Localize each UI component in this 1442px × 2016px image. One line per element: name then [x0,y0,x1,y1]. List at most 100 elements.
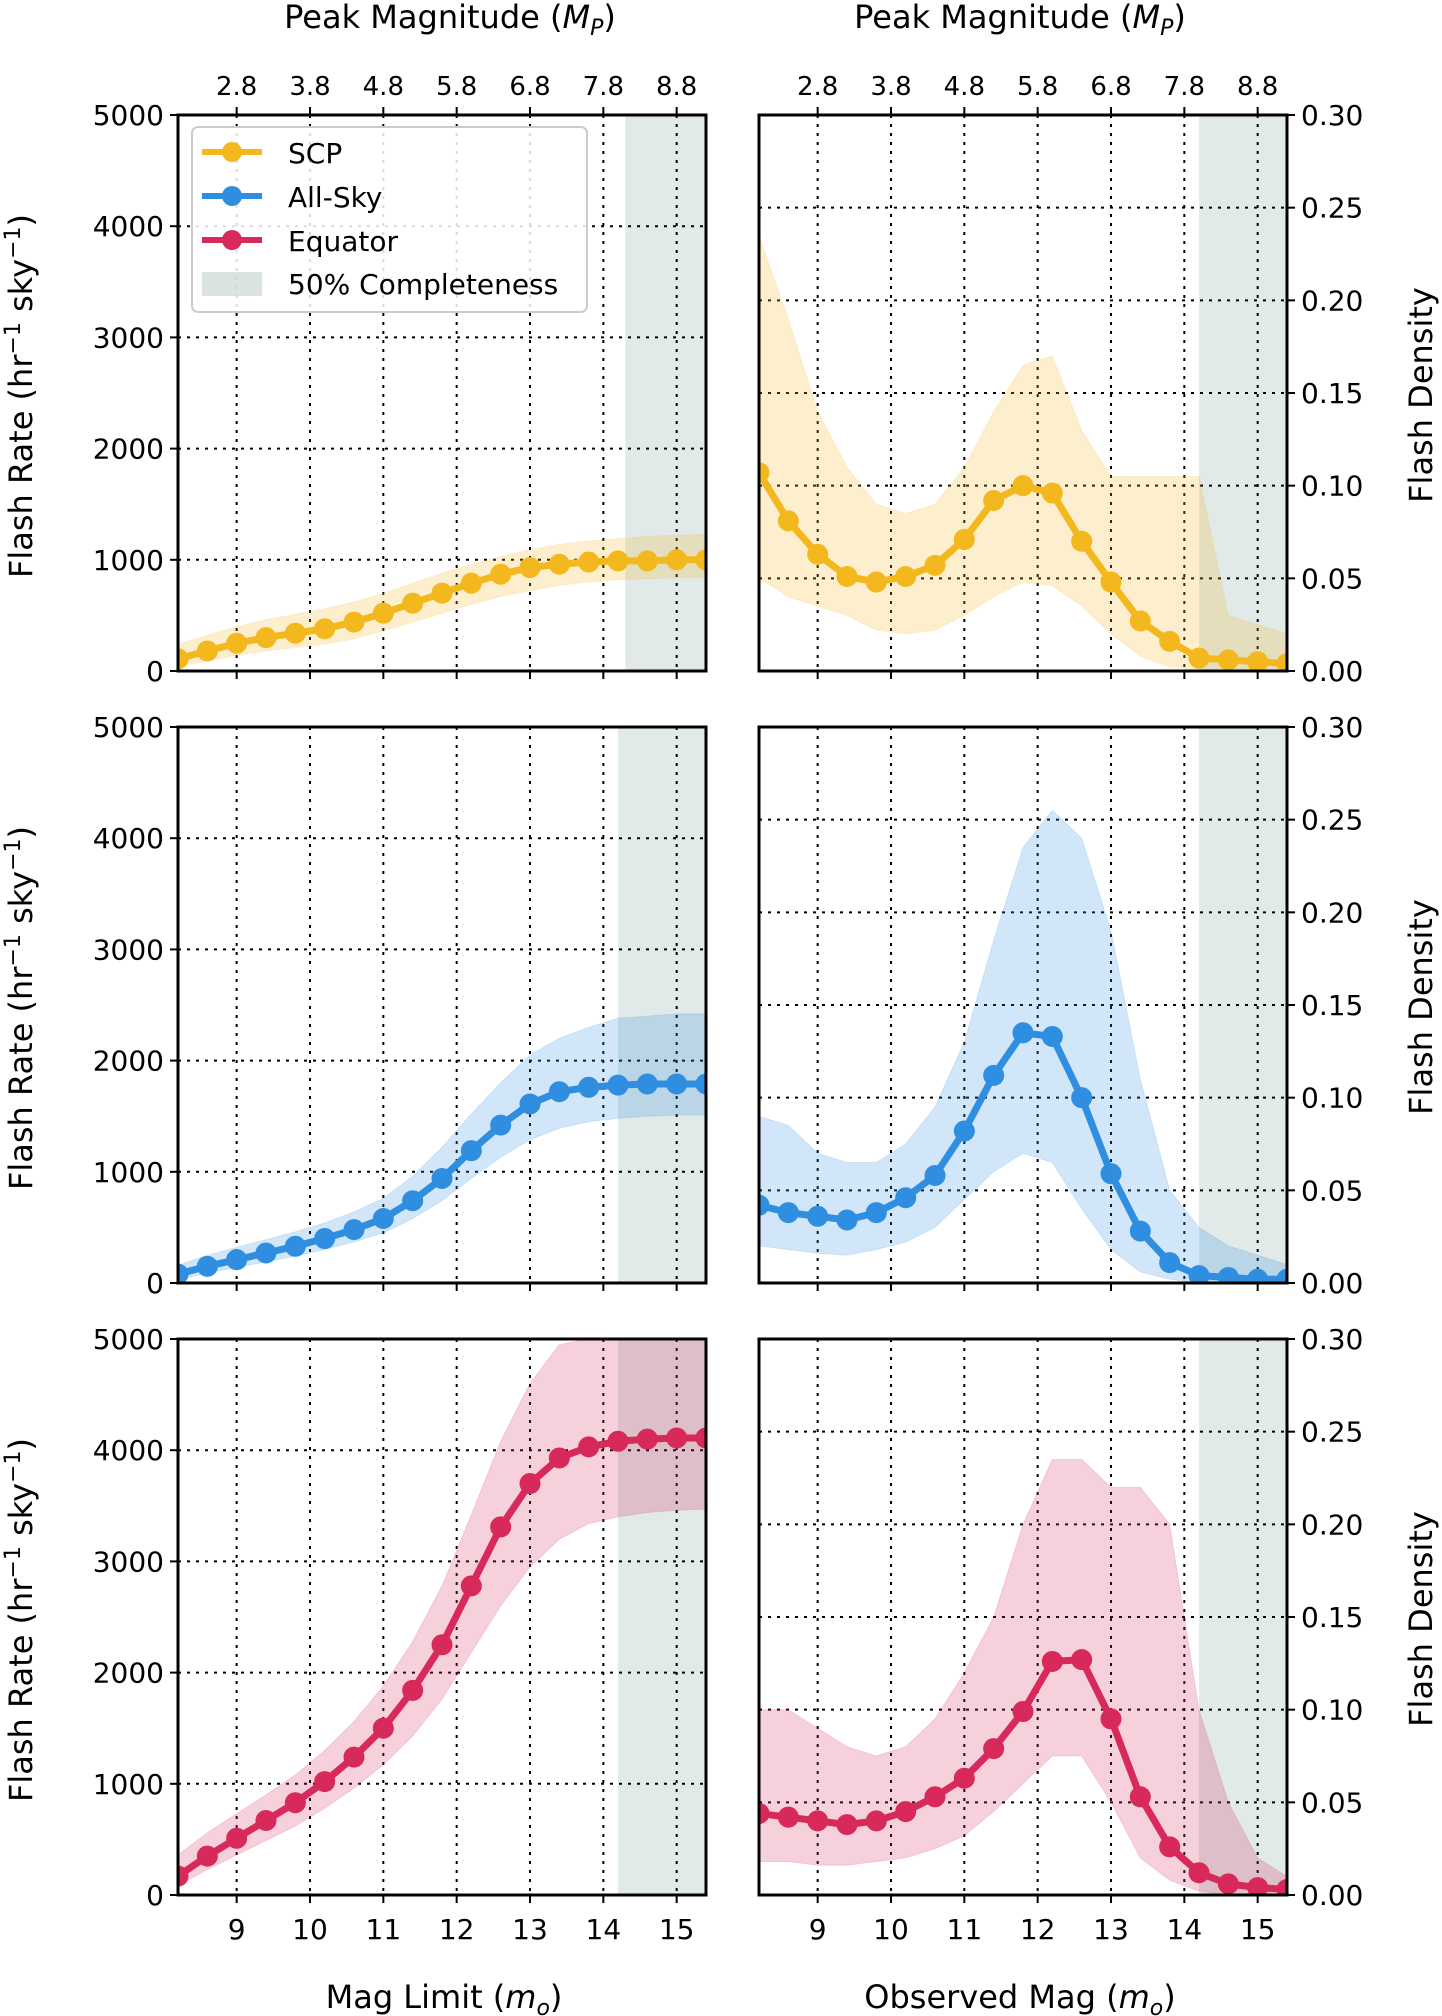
axes-frame-rate-allsky [176,725,708,1285]
data-point-density-allsky-1 [777,1202,799,1224]
data-point-rate-scp-7 [372,602,394,624]
data-point-density-scp-2 [807,543,829,565]
data-point-density-equator-15 [1188,1862,1210,1884]
data-point-density-equator-13 [1129,1786,1151,1808]
data-point-rate-scp-8 [402,592,424,614]
data-point-rate-allsky-14 [578,1076,600,1098]
top-axis-title-right: Peak Magnitude (MP) [854,0,1186,41]
data-point-rate-equator-8 [402,1679,424,1701]
top-tick-label-rate-scp-0: 2.8 [216,72,257,102]
x-tick-label-rate-equator-6: 15 [659,1913,695,1946]
top-tick-label-rate-scp-3: 5.8 [436,72,477,102]
data-point-rate-allsky-3 [255,1242,277,1264]
data-point-density-equator-6 [924,1786,946,1808]
x-tick-label-density-equator-5: 14 [1167,1913,1203,1946]
data-point-rate-scp-13 [548,553,570,575]
data-point-density-equator-9 [1012,1701,1034,1723]
x-tick-label-rate-equator-2: 11 [366,1913,402,1946]
y-tick-label-rate-scp-0: 0 [146,655,164,688]
data-point-rate-allsky-1 [196,1255,218,1277]
data-point-density-scp-4 [865,571,887,593]
data-point-density-scp-14 [1159,630,1181,652]
uncertainty-band-density-equator [759,1459,1287,1895]
top-tick-label-density-scp-4: 6.8 [1090,72,1131,102]
data-point-rate-scp-11 [490,563,512,585]
data-point-rate-allsky-17 [666,1073,688,1095]
y-tick-label-density-scp-5: 0.25 [1301,192,1363,225]
data-point-rate-allsky-10 [460,1140,482,1162]
uncertainty-band-density-scp [759,235,1287,671]
data-point-rate-equator-18 [695,1427,706,1449]
data-point-rate-allsky-11 [490,1114,512,1136]
x-tick-label-rate-equator-1: 10 [292,1913,328,1946]
legend-swatch-completeness [202,272,262,296]
data-point-rate-allsky-13 [548,1081,570,1103]
data-point-rate-allsky-6 [343,1219,365,1241]
y-tick-label-density-equator-4: 0.20 [1301,1508,1363,1541]
data-point-density-equator-4 [865,1810,887,1832]
data-point-density-scp-5 [895,565,917,587]
data-point-rate-scp-3 [255,627,277,649]
data-point-density-allsky-0 [759,1194,770,1216]
top-axis-title-left: Peak Magnitude (MP) [284,0,616,41]
y-tick-label-rate-allsky-1: 1000 [93,1156,164,1189]
y-tick-label-density-scp-6: 0.30 [1301,99,1363,132]
data-point-rate-allsky-18 [695,1073,706,1095]
data-point-rate-scp-16 [636,550,658,572]
panel-density-equator: 9 10 11 12 13 14 15 0.00 0.05 0.10 0.15 0.20 0.25 0.3… [757,1323,1363,1946]
y-tick-label-density-allsky-0: 0.00 [1301,1267,1363,1300]
data-point-rate-equator-11 [490,1516,512,1538]
top-tick-label-rate-scp-1: 3.8 [289,72,330,102]
data-point-rate-equator-9 [431,1634,453,1656]
x-tick-label-density-equator-6: 15 [1240,1913,1276,1946]
data-point-rate-scp-6 [343,611,365,633]
x-tick-label-rate-equator-3: 12 [439,1913,475,1946]
data-point-density-allsky-6 [924,1165,946,1187]
data-point-density-scp-1 [777,510,799,532]
data-point-rate-allsky-4 [284,1235,306,1257]
data-point-density-equator-17 [1247,1877,1269,1895]
legend-label-scp: SCP [288,137,342,170]
y-tick-label-rate-equator-5: 5000 [93,1323,164,1356]
top-tick-label-density-scp-3: 5.8 [1017,72,1058,102]
panel-rate-scp: 2.8 3.8 4.8 5.8 6.8 7.8 8.8 0 1000 2000 3000 4000 50… [93,72,708,688]
top-tick-label-density-scp-5: 7.8 [1164,72,1205,102]
legend-marker-scp [222,142,242,162]
y-tick-label-rate-scp-2: 2000 [93,433,164,466]
top-tick-label-rate-scp-4: 6.8 [509,72,550,102]
y-tick-label-density-equator-1: 0.05 [1301,1786,1363,1819]
y-tick-label-density-allsky-6: 0.30 [1301,711,1363,744]
data-point-rate-allsky-15 [607,1074,629,1096]
axes-frame-rate-scp [176,113,708,673]
data-point-rate-equator-17 [666,1427,688,1449]
axes-frame-rate-equator [176,1337,708,1897]
legend: SCP All-Sky Equator 50% Completeness [191,126,588,313]
y-tick-label-rate-allsky-5: 5000 [93,711,164,744]
data-point-rate-scp-18 [695,549,706,571]
y-tick-label-density-allsky-5: 0.25 [1301,804,1363,837]
data-point-rate-equator-14 [578,1436,600,1458]
plot-content-rate-allsky [178,1013,706,1283]
data-point-rate-allsky-16 [636,1073,658,1095]
data-point-rate-allsky-9 [431,1167,453,1189]
data-point-rate-equator-12 [519,1473,541,1495]
plot-content-density-allsky [759,809,1287,1283]
data-point-rate-scp-5 [314,618,336,640]
y-tick-label-rate-equator-1: 1000 [93,1768,164,1801]
data-point-density-allsky-2 [807,1205,829,1227]
data-point-density-allsky-13 [1129,1220,1151,1242]
data-point-rate-equator-4 [284,1792,306,1814]
data-point-density-allsky-16 [1217,1266,1239,1283]
data-point-density-equator-7 [953,1767,975,1789]
data-point-rate-equator-2 [226,1827,248,1849]
y-tick-label-density-equator-5: 0.25 [1301,1416,1363,1449]
data-point-density-equator-14 [1159,1836,1181,1858]
y-tick-label-rate-equator-2: 2000 [93,1657,164,1690]
data-point-density-scp-9 [1012,475,1034,497]
x-tick-label-density-equator-3: 12 [1020,1913,1056,1946]
data-point-density-equator-0 [759,1802,770,1824]
data-point-density-allsky-7 [953,1120,975,1142]
y-tick-label-density-scp-1: 0.05 [1301,562,1363,595]
top-tick-label-rate-scp-6: 8.8 [656,72,697,102]
